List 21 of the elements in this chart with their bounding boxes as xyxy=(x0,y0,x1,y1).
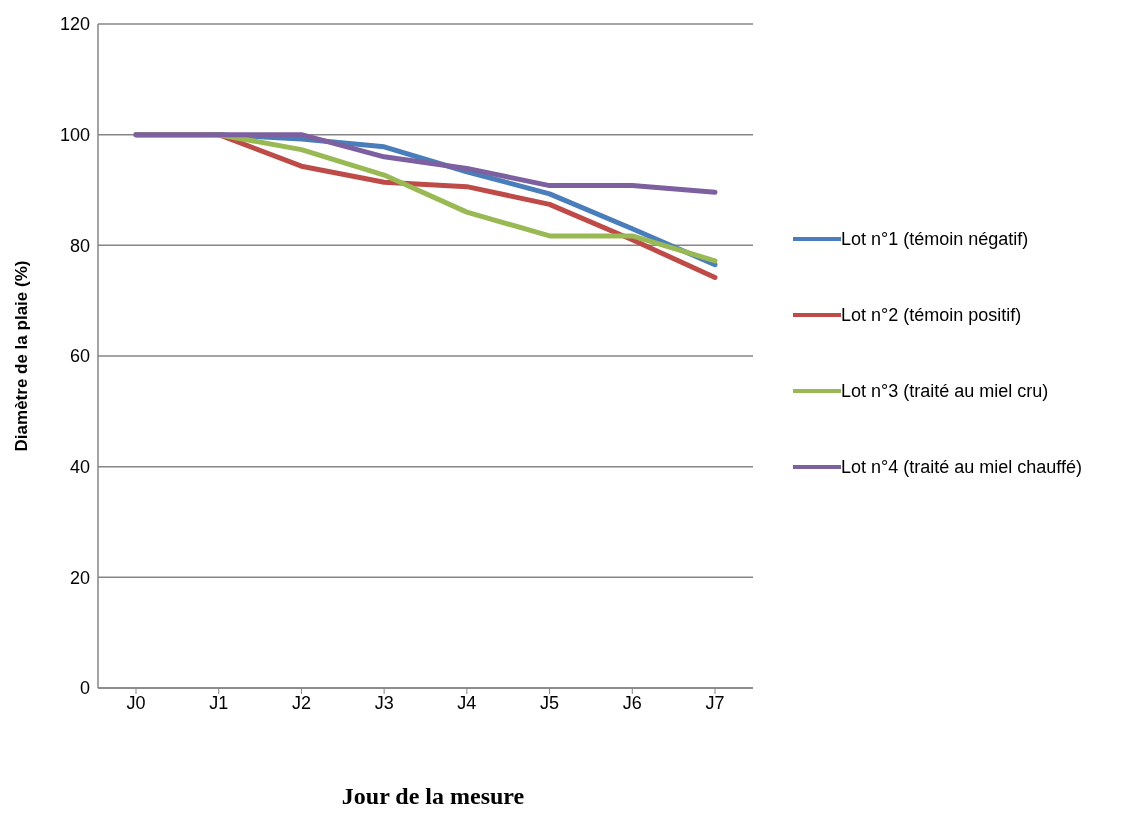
x-tick-label: J1 xyxy=(209,692,229,713)
x-tick-label: J0 xyxy=(126,692,146,713)
x-tick-label: J3 xyxy=(374,692,394,713)
x-tick-label: J5 xyxy=(540,692,560,713)
x-tick-label: J6 xyxy=(622,692,642,713)
y-axis-title: Diamètre de la plaie (%) xyxy=(12,260,32,452)
x-axis-title: Jour de la mesure xyxy=(340,783,526,810)
legend-label: Lot n°1 (témoin négatif) xyxy=(841,228,1030,251)
legend-label: Lot n°4 (traité au miel chauffé) xyxy=(841,456,1083,479)
x-tick-label: J7 xyxy=(705,692,725,713)
y-tick-label: 100 xyxy=(59,125,90,146)
y-tick-label: 20 xyxy=(69,567,90,588)
y-tick-label: 60 xyxy=(69,346,90,367)
x-tick-label: J4 xyxy=(457,692,477,713)
y-tick-label: 40 xyxy=(69,457,90,478)
y-tick-label: 0 xyxy=(79,678,90,699)
legend-label: Lot n°2 (témoin positif) xyxy=(841,304,1023,327)
legend-label: Lot n°3 (traité au miel cru) xyxy=(841,380,1050,403)
y-tick-label: 80 xyxy=(69,235,90,256)
x-tick-label: J2 xyxy=(291,692,311,713)
y-tick-label: 120 xyxy=(59,14,90,35)
